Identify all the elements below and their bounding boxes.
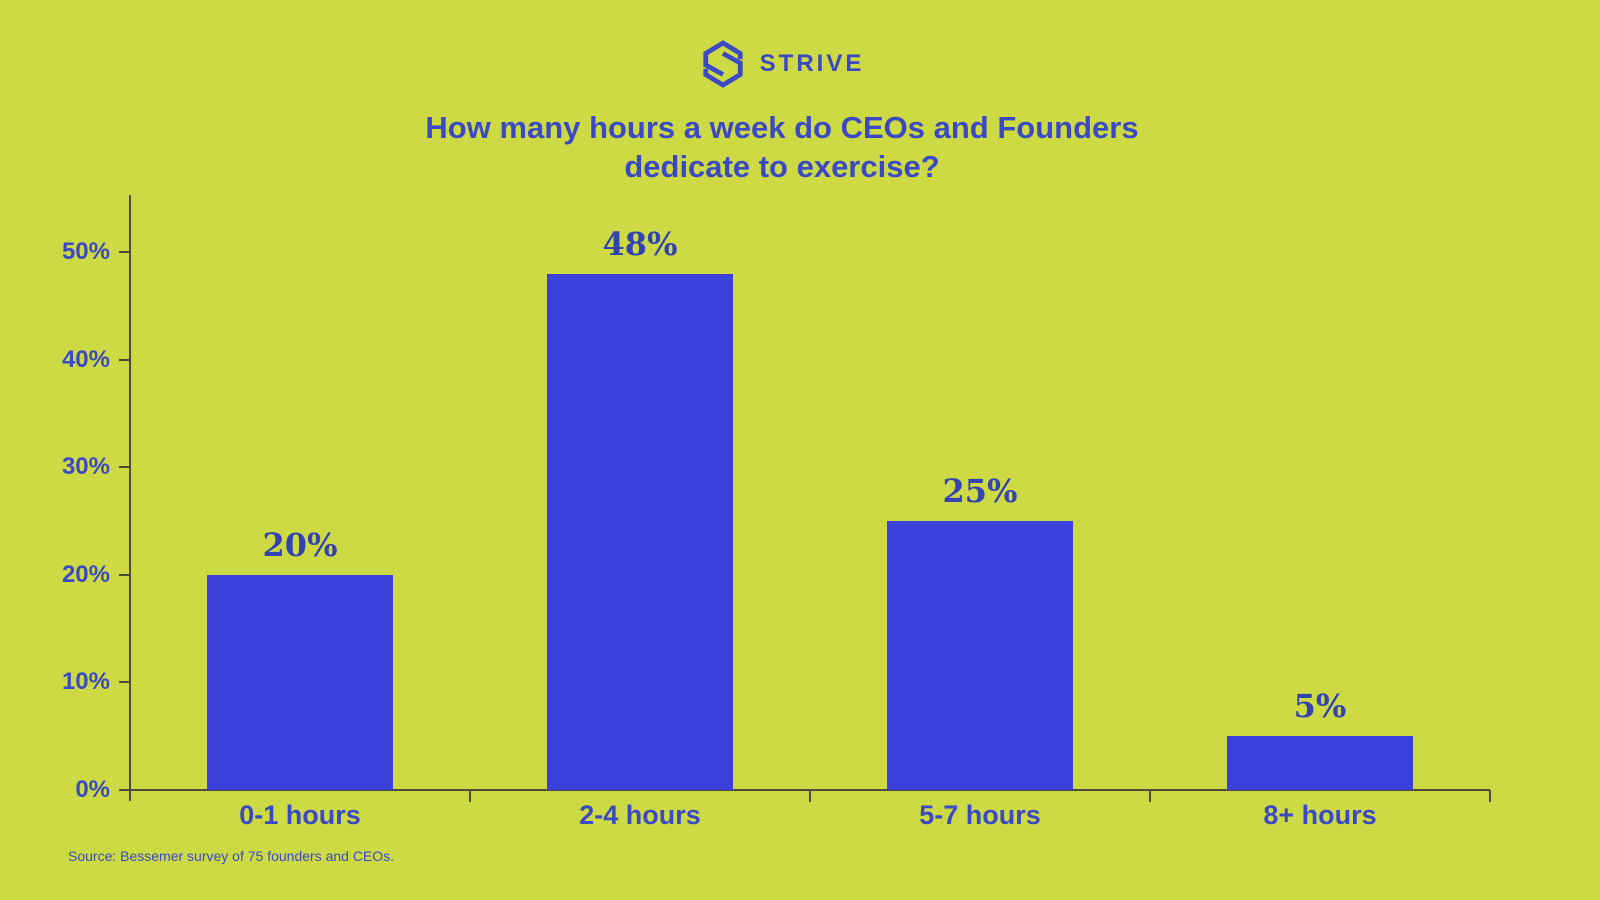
y-axis-tick-label: 50% [61,238,110,265]
bar-value-label: 5% [1293,687,1347,726]
category-label: 0-1 hours [239,800,361,830]
y-axis-tick [119,251,131,253]
y-axis-tick-label: 10% [61,668,110,696]
strive-logo-icon [700,38,746,90]
y-axis-tick [119,466,131,469]
brand-name: STRIVE [759,50,865,77]
y-axis-line [129,195,131,801]
chart-title-line-2: dedicate to exercise? [624,149,940,184]
y-axis-tick [119,789,131,791]
bar-value-label: 48% [602,224,678,263]
chart-title: How many hours a week do CEOs and Founde… [0,108,1564,186]
y-axis-tick-label: 40% [61,345,110,373]
category-boundary-tick [1489,790,1491,802]
category-label: 2-4 hours [579,800,701,830]
y-axis-tick [119,573,131,576]
bar-value-label: 20% [262,525,338,564]
x-axis-line [119,789,1490,791]
category-label: 8+ hours [1263,800,1377,830]
y-axis-tick-label: 20% [61,560,110,588]
y-axis-tick-label: 30% [61,453,110,481]
brand-header: STRIVE [0,38,1564,90]
chart-title-line-1: How many hours a week do CEOs and Founde… [425,110,1139,145]
bar-value-label: 25% [942,472,1018,510]
y-axis-tick [119,681,131,684]
category-boundary-tick [809,790,811,802]
bar-0-1 hours [207,574,393,790]
bar-5-7 hours [887,521,1073,790]
category-boundary-tick [1149,790,1151,802]
source-note: Source: Bessemer survey of 75 founders a… [68,848,395,864]
bar-8+ hours [1227,736,1413,790]
y-axis-tick-label: 0% [75,776,110,803]
y-axis-tick [119,358,131,361]
bar-2-4 hours [547,273,733,790]
category-label: 5-7 hours [919,800,1041,830]
category-boundary-tick [469,790,471,802]
